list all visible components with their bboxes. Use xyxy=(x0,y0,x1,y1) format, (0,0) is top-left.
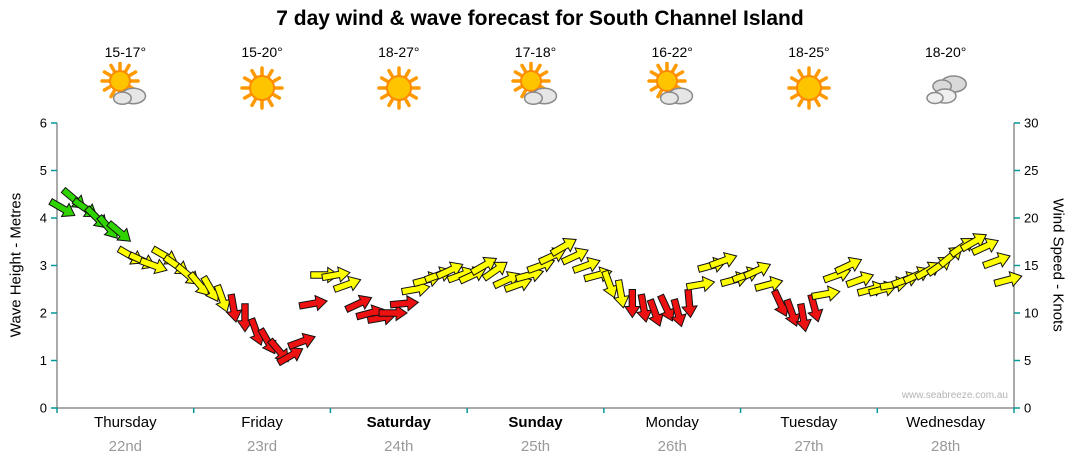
day-temp-range: 18-20° xyxy=(924,44,967,60)
wind-arrow xyxy=(807,293,824,323)
day-name: Friday xyxy=(241,414,283,431)
weather-icon-cloudy xyxy=(920,62,972,114)
wind-arrow xyxy=(754,275,784,293)
right-tick-label: 25 xyxy=(1024,163,1038,178)
day-temp-range: 16-22° xyxy=(651,44,693,60)
right-tick-label: 20 xyxy=(1024,211,1038,226)
wind-arrow xyxy=(138,257,168,275)
day-name: Tuesday xyxy=(780,414,838,431)
weather-icon-partly-cloudy xyxy=(510,61,562,114)
wind-arrow xyxy=(670,298,687,328)
right-tick-label: 30 xyxy=(1024,116,1038,131)
wind-arrow xyxy=(571,256,601,274)
left-tick-label: 3 xyxy=(40,258,47,273)
day-temp-range: 18-25° xyxy=(788,44,830,60)
weather-icon-sunny xyxy=(783,62,835,114)
day-date: 25th xyxy=(520,438,551,455)
day-date: 28th xyxy=(931,438,961,455)
wind-arrow xyxy=(344,294,373,313)
wind-arrow xyxy=(681,288,698,319)
day-temp-range: 18-27° xyxy=(378,44,420,60)
left-tick-label: 4 xyxy=(40,211,47,226)
page-title: 7 day wind & wave forecast for South Cha… xyxy=(276,7,804,30)
left-tick-label: 0 xyxy=(40,401,47,416)
wind-arrow xyxy=(795,302,812,333)
weather-icon-sunny xyxy=(373,62,425,114)
right-tick-label: 15 xyxy=(1024,258,1038,273)
day-date: 23rd xyxy=(247,438,278,455)
wind-arrow xyxy=(321,266,351,283)
wind-arrow xyxy=(811,285,841,302)
weather-icon-sunny xyxy=(236,62,288,114)
day-date: 22nd xyxy=(108,438,143,455)
wind-arrow xyxy=(225,293,243,323)
left-tick-label: 5 xyxy=(40,163,47,178)
day-name: Monday xyxy=(645,414,699,431)
day-name: Sunday xyxy=(508,414,563,431)
day-date: 24th xyxy=(384,438,414,455)
weather-icon-partly-cloudy xyxy=(99,61,151,114)
day-temp-range: 15-20° xyxy=(241,44,283,60)
wind-arrow xyxy=(993,270,1023,288)
watermark: www.seabreeze.com.au xyxy=(901,390,1008,401)
day-name: Thursday xyxy=(94,414,157,431)
wind-arrow xyxy=(332,275,362,293)
left-tick-label: 6 xyxy=(40,116,47,131)
wind-arrow xyxy=(236,303,254,333)
wind-arrow xyxy=(845,270,875,289)
day-name: Wednesday xyxy=(906,414,986,431)
wind-arrow xyxy=(708,251,738,270)
left-tick-label: 1 xyxy=(40,353,47,368)
wind-arrow xyxy=(298,294,329,312)
left-tick-label: 2 xyxy=(40,306,47,321)
wind-arrow xyxy=(685,275,716,293)
day-date: 27th xyxy=(794,438,824,455)
wind-arrow xyxy=(481,261,508,282)
wind-arrow xyxy=(613,279,630,309)
wind-arrow xyxy=(287,332,316,350)
wind-arrow xyxy=(560,247,589,266)
weather-icon-partly-cloudy xyxy=(646,61,698,114)
day-name: Saturday xyxy=(366,414,431,431)
wind-arrow xyxy=(389,294,420,312)
wind-arrow xyxy=(742,261,772,280)
wind-arrow xyxy=(549,237,577,257)
wind-arrow xyxy=(970,237,1000,256)
wind-arrows xyxy=(48,186,1023,367)
wind-arrow xyxy=(834,256,863,275)
right-tick-label: 0 xyxy=(1024,401,1031,416)
wind-arrow xyxy=(106,220,132,242)
right-tick-label: 5 xyxy=(1024,353,1031,368)
wind-arrow xyxy=(982,251,1011,270)
day-date: 26th xyxy=(657,438,687,455)
wind-arrow xyxy=(623,289,641,319)
day-temp-range: 17-18° xyxy=(514,44,557,60)
right-tick-label: 10 xyxy=(1024,306,1038,321)
day-temp-range: 15-17° xyxy=(104,44,147,60)
wind-arrow xyxy=(48,198,76,218)
